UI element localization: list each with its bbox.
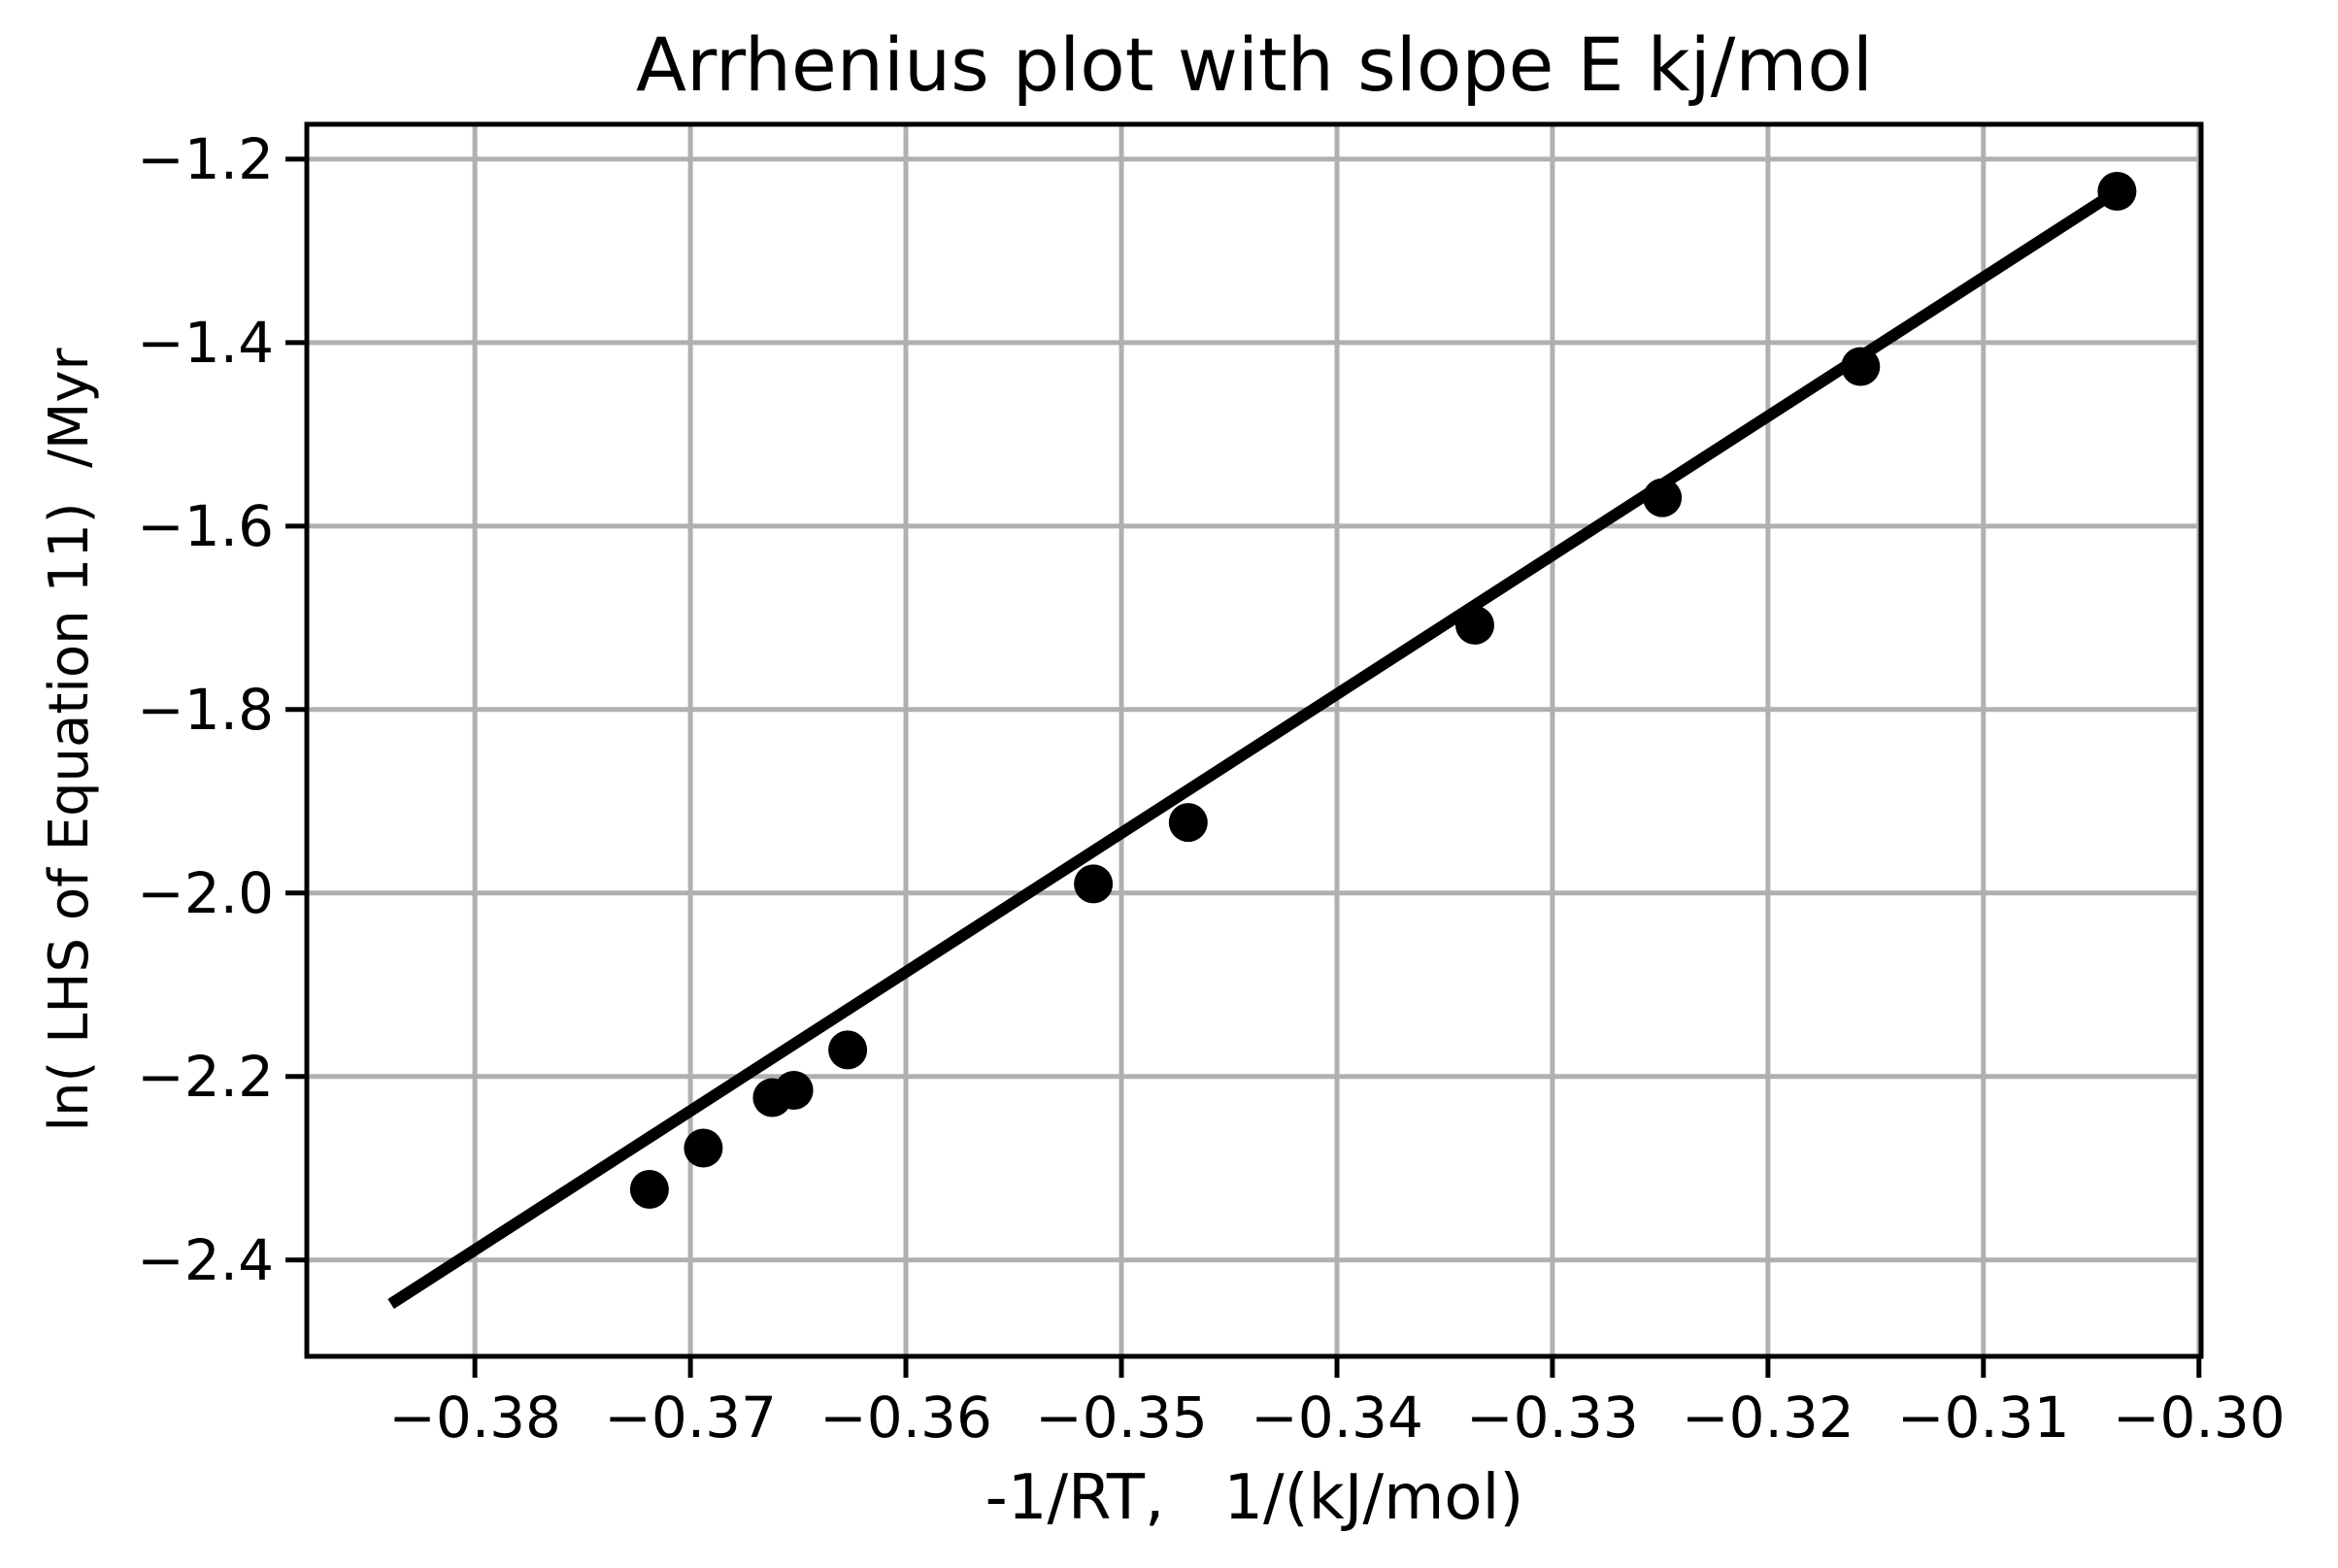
data-point (828, 1030, 868, 1070)
fit-line (387, 185, 2121, 1310)
x-tick-label: −0.33 (1466, 1385, 1639, 1451)
x-axis-label: -1/RT, 1/(kJ/mol) (985, 1462, 1524, 1534)
data-point (629, 1170, 669, 1209)
data-point (1841, 347, 1881, 386)
x-tick-label: −0.37 (604, 1385, 777, 1451)
data-point (774, 1071, 814, 1110)
chart-title: Arrhenius plot with slope E kj/mol (635, 21, 1874, 108)
x-tick-label: −0.32 (1682, 1385, 1854, 1451)
y-tick-label: −1.8 (137, 677, 274, 743)
x-tick-label: −0.38 (388, 1385, 561, 1451)
data-point (684, 1128, 723, 1168)
x-tick-label: −0.34 (1251, 1385, 1423, 1451)
data-point (2097, 172, 2137, 211)
x-tick-label: −0.35 (1035, 1385, 1208, 1451)
y-tick-label: −2.2 (137, 1044, 274, 1110)
y-tick-label: −1.4 (137, 310, 274, 376)
axes-border (304, 121, 2204, 1359)
y-tick-label: −2.0 (137, 860, 274, 926)
x-tick-label: −0.31 (1897, 1385, 2070, 1451)
data-point (1168, 803, 1208, 843)
y-tick-label: −1.6 (137, 493, 274, 559)
x-tick-label: −0.36 (819, 1385, 992, 1451)
x-tick-label: −0.30 (2113, 1385, 2286, 1451)
data-point (1643, 478, 1683, 517)
y-tick-label: −1.2 (137, 126, 274, 192)
data-point (1074, 864, 1114, 904)
data-point (1455, 605, 1494, 645)
y-tick-label: −2.4 (137, 1227, 274, 1293)
